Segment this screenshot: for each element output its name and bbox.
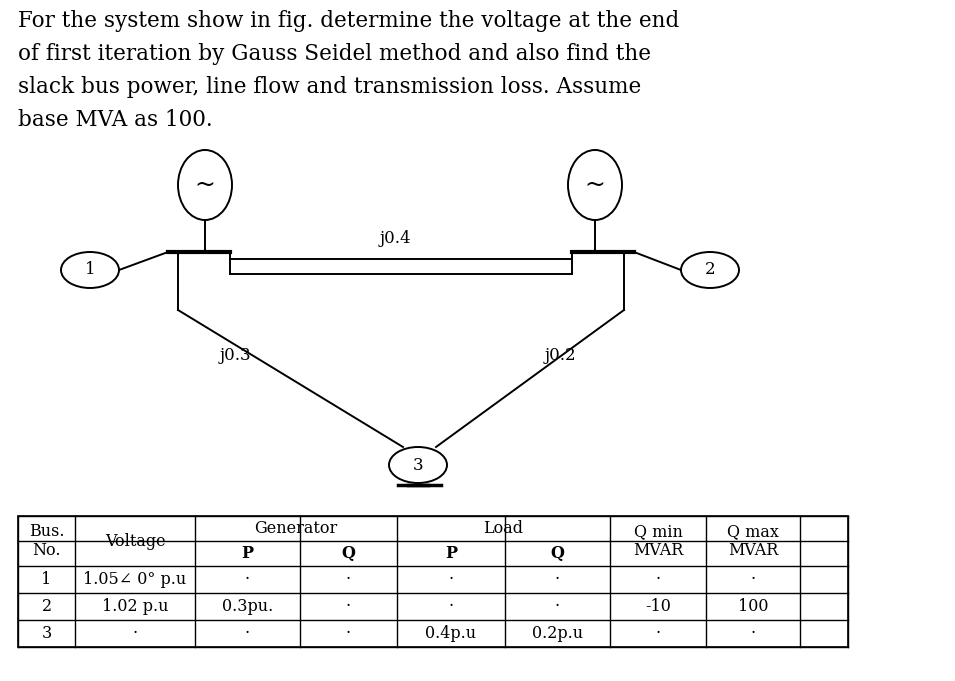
Text: 3: 3 [413, 456, 423, 473]
Text: ·: · [655, 625, 661, 642]
Text: ·: · [133, 625, 138, 642]
Text: Voltage: Voltage [105, 533, 165, 550]
Text: 0.4p.u: 0.4p.u [425, 625, 477, 642]
Text: ·: · [751, 625, 755, 642]
Text: 2: 2 [41, 598, 52, 615]
Text: 0.3pu.: 0.3pu. [222, 598, 273, 615]
Text: 1.05∠ 0° p.u: 1.05∠ 0° p.u [83, 571, 186, 588]
Text: P: P [242, 545, 253, 562]
Text: ·: · [655, 571, 661, 588]
Text: ·: · [346, 571, 351, 588]
Text: 0.2p.u: 0.2p.u [532, 625, 584, 642]
Text: Load: Load [483, 520, 523, 537]
Text: -10: -10 [645, 598, 671, 615]
Text: 2: 2 [705, 262, 715, 279]
Ellipse shape [389, 447, 447, 483]
Ellipse shape [681, 252, 739, 288]
Text: slack bus power, line flow and transmission loss. Assume: slack bus power, line flow and transmiss… [18, 76, 641, 98]
Text: ~: ~ [195, 174, 216, 197]
Text: Q: Q [342, 545, 355, 562]
Text: ·: · [449, 571, 454, 588]
Text: 100: 100 [738, 598, 768, 615]
Text: ·: · [244, 571, 250, 588]
Text: of first iteration by Gauss Seidel method and also find the: of first iteration by Gauss Seidel metho… [18, 43, 651, 65]
Text: 1.02 p.u: 1.02 p.u [102, 598, 168, 615]
Text: base MVA as 100.: base MVA as 100. [18, 109, 213, 131]
Text: Bus.
No.: Bus. No. [29, 523, 64, 559]
Text: ·: · [346, 598, 351, 615]
Text: ·: · [555, 571, 560, 588]
Text: j0.2: j0.2 [544, 347, 576, 364]
Text: 3: 3 [41, 625, 52, 642]
Text: For the system show in fig. determine the voltage at the end: For the system show in fig. determine th… [18, 10, 679, 32]
Text: Q: Q [550, 545, 564, 562]
Text: j0.3: j0.3 [220, 347, 251, 364]
Text: ·: · [751, 571, 755, 588]
Text: 1: 1 [41, 571, 52, 588]
Text: ~: ~ [584, 174, 605, 197]
Ellipse shape [568, 150, 622, 220]
Text: 1: 1 [85, 262, 96, 279]
Text: ·: · [346, 625, 351, 642]
Text: j0.4: j0.4 [379, 230, 411, 247]
Text: ·: · [449, 598, 454, 615]
Text: Generator: Generator [254, 520, 338, 537]
Ellipse shape [178, 150, 232, 220]
Text: ·: · [555, 598, 560, 615]
Text: Q min
MVAR: Q min MVAR [633, 523, 683, 559]
Text: P: P [445, 545, 457, 562]
FancyBboxPatch shape [18, 516, 848, 647]
Text: ·: · [244, 625, 250, 642]
Ellipse shape [61, 252, 119, 288]
Text: Q max
MVAR: Q max MVAR [727, 523, 779, 559]
